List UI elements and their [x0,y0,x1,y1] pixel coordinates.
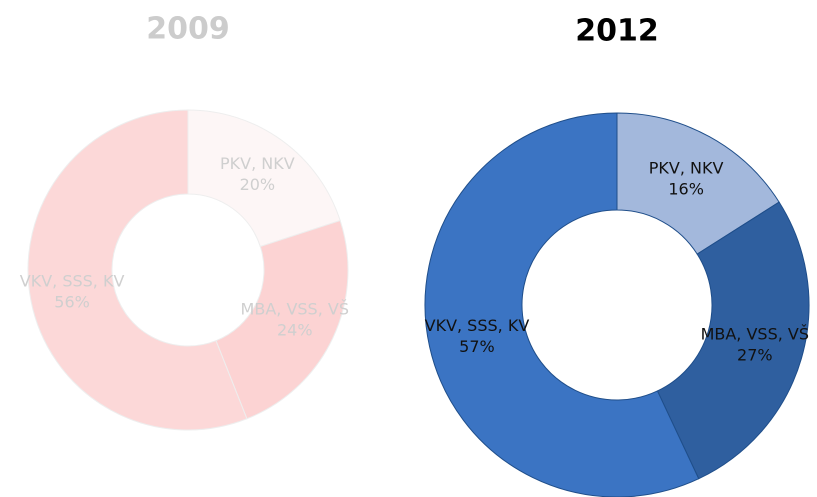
slice-category: PKV, NKV [220,154,295,173]
slice-value: 16% [668,180,704,199]
chart-title: 2009 [146,12,230,47]
slice-category: MBA, VSS, VŠ [701,325,809,344]
slice-category: PKV, NKV [649,159,724,178]
slice-value: 57% [459,337,495,356]
slice-value: 24% [277,321,313,340]
slice-value: 27% [737,346,773,365]
donut-slice [616,112,780,255]
donut-slice [656,201,810,480]
slice-category: VKV, SSS, KV [20,272,125,291]
chart-title: 2012 [575,14,659,49]
slice-value: 56% [54,293,90,312]
donut-slice [424,112,700,497]
donut-slice [27,109,248,431]
slice-value: 20% [240,175,276,194]
slice-category: MBA, VSS, VŠ [241,300,349,319]
donut-slice [187,109,341,248]
donut-slice [215,219,349,420]
slice-category: VKV, SSS, KV [425,316,530,335]
